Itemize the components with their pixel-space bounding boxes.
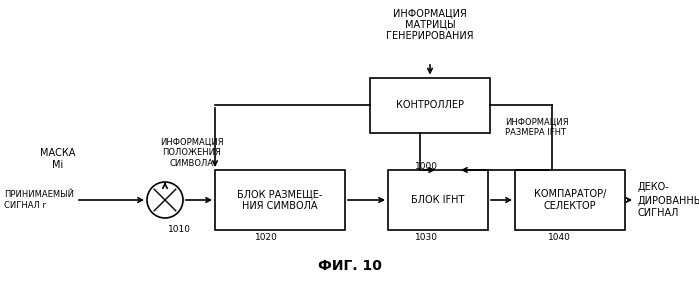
Text: КОМПАРАТОР/
СЕЛЕКТОР: КОМПАРАТОР/ СЕЛЕКТОР: [534, 189, 606, 211]
Bar: [215, 170, 345, 230]
Text: ДЕКО-
ДИРОВАННЫЙ
СИГНАЛ: ДЕКО- ДИРОВАННЫЙ СИГНАЛ: [638, 182, 699, 218]
Text: ИНФОРМАЦИЯ
МАТРИЦЫ
ГЕНЕРИРОВАНИЯ: ИНФОРМАЦИЯ МАТРИЦЫ ГЕНЕРИРОВАНИЯ: [387, 8, 474, 41]
Text: 1000: 1000: [415, 162, 438, 171]
Text: БЛОК РАЗМЕЩЕ-
НИЯ СИМВОЛА: БЛОК РАЗМЕЩЕ- НИЯ СИМВОЛА: [238, 189, 323, 211]
Bar: [370, 78, 490, 133]
Text: 1030: 1030: [415, 233, 438, 242]
Text: ПРИНИМАЕМЫЙ
СИГНАЛ r: ПРИНИМАЕМЫЙ СИГНАЛ r: [4, 190, 74, 210]
Text: ИНФОРМАЦИЯ
РАЗМЕРА IFHT: ИНФОРМАЦИЯ РАЗМЕРА IFHT: [505, 118, 568, 137]
Bar: [515, 170, 625, 230]
Bar: [388, 170, 488, 230]
Text: ИНФОРМАЦИЯ
ПОЛОЖЕНИЯ
СИМВОЛА: ИНФОРМАЦИЯ ПОЛОЖЕНИЯ СИМВОЛА: [160, 138, 224, 168]
Text: 1020: 1020: [255, 233, 278, 242]
Text: БЛОК IFHT: БЛОК IFHT: [411, 195, 465, 205]
Text: КОНТРОЛЛЕР: КОНТРОЛЛЕР: [396, 100, 464, 110]
Text: МАСКА
Mi: МАСКА Mi: [41, 148, 75, 170]
Text: ФИГ. 10: ФИГ. 10: [317, 259, 382, 273]
Text: 1040: 1040: [548, 233, 571, 242]
Text: 1010: 1010: [168, 225, 191, 234]
